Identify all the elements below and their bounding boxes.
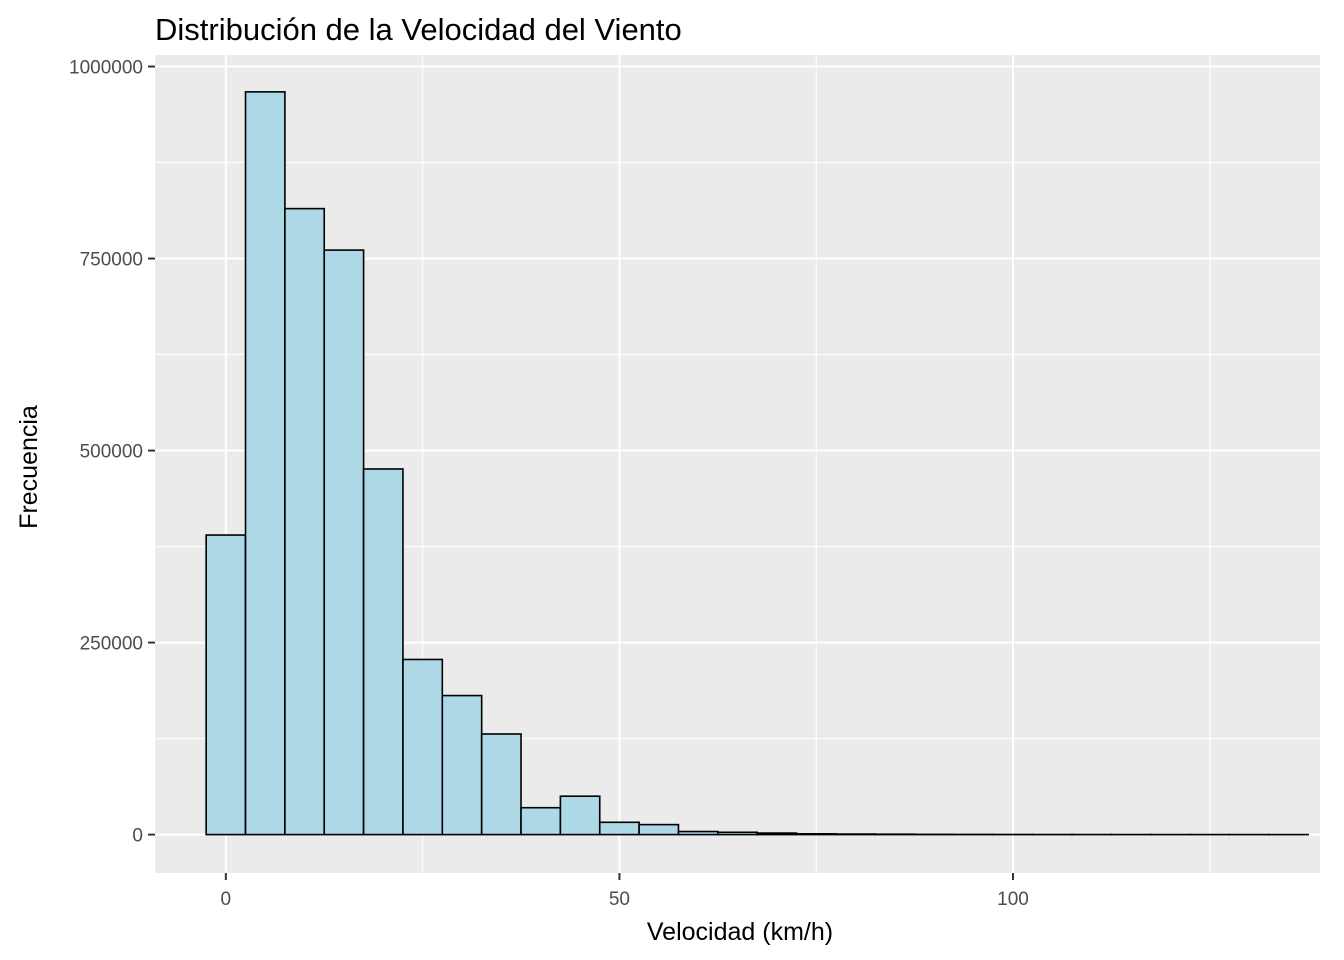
histogram-bar [520, 806, 562, 836]
histogram-bar [441, 694, 483, 836]
histogram-bar [480, 733, 522, 836]
x-axis-title: Velocidad (km/h) [647, 918, 833, 946]
histogram-bar [362, 468, 404, 836]
histogram-bar [598, 821, 640, 836]
histogram-bar [835, 833, 877, 836]
histogram-bar [323, 249, 365, 836]
y-axis-title: Frecuencia [15, 405, 43, 529]
histogram-bars [205, 91, 1309, 836]
x-tick-label: 100 [997, 889, 1029, 910]
histogram-bar [717, 831, 758, 836]
y-tick-label: 250000 [80, 634, 143, 655]
y-axis: 0 250000 500000 750000 1000000 [69, 58, 155, 847]
x-tick-label: 0 [221, 889, 232, 910]
chart-title: Distribución de la Velocidad del Viento [155, 12, 682, 47]
y-tick-label: 500000 [80, 442, 143, 463]
histogram-bar [677, 830, 719, 836]
histogram-bar [402, 658, 444, 836]
histogram-bar [559, 795, 601, 836]
histogram-bar [756, 832, 798, 836]
x-axis: 0 50 100 [221, 873, 1029, 910]
y-tick-label: 1000000 [69, 58, 143, 79]
y-tick-label: 0 [132, 826, 143, 847]
histogram-bar [244, 91, 286, 836]
x-tick-label: 50 [609, 889, 630, 910]
histogram-bar [638, 823, 680, 836]
histogram-bar [284, 207, 326, 836]
y-tick-label: 750000 [80, 250, 143, 271]
histogram-bar [795, 833, 837, 836]
histogram-bar [205, 534, 247, 836]
